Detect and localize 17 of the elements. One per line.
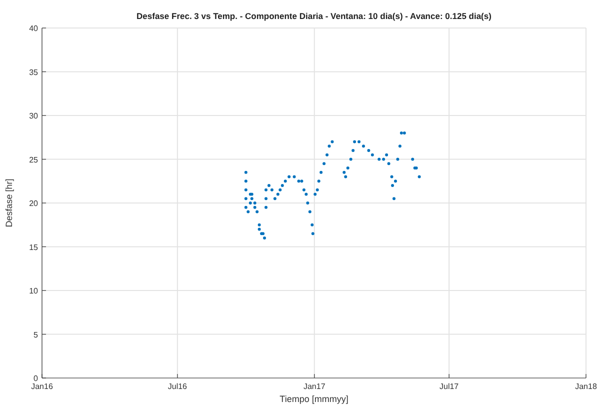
y-tick-label: 0	[34, 374, 39, 383]
x-tick-label: Jan17	[303, 382, 326, 391]
y-tick-label: 10	[29, 286, 39, 296]
y-tick-label: 40	[29, 24, 39, 33]
y-tick-label: 25	[29, 155, 39, 164]
y-tick-label: 20	[29, 199, 39, 208]
x-tick-label: Jan16	[31, 382, 54, 391]
y-axis-title: Desfase [hr]	[4, 178, 14, 228]
chart-title: Desfase Frec. 3 vs Temp. - Componente Diaria - Ventana: 10 dia(s) - Avance: 0.125 dia(s)	[136, 11, 492, 21]
x-tick-label: Jul17	[440, 382, 460, 391]
y-tick-label: 30	[29, 112, 39, 120]
x-axis-title: Tiempo [mmmyy]	[280, 394, 348, 404]
x-tick-label: Jan18	[575, 382, 598, 391]
y-tick-label: 5	[34, 330, 39, 340]
y-tick-label: 15	[29, 242, 39, 252]
y-tick-label: 35	[29, 68, 39, 77]
x-tick-label: Jul16	[168, 382, 188, 391]
